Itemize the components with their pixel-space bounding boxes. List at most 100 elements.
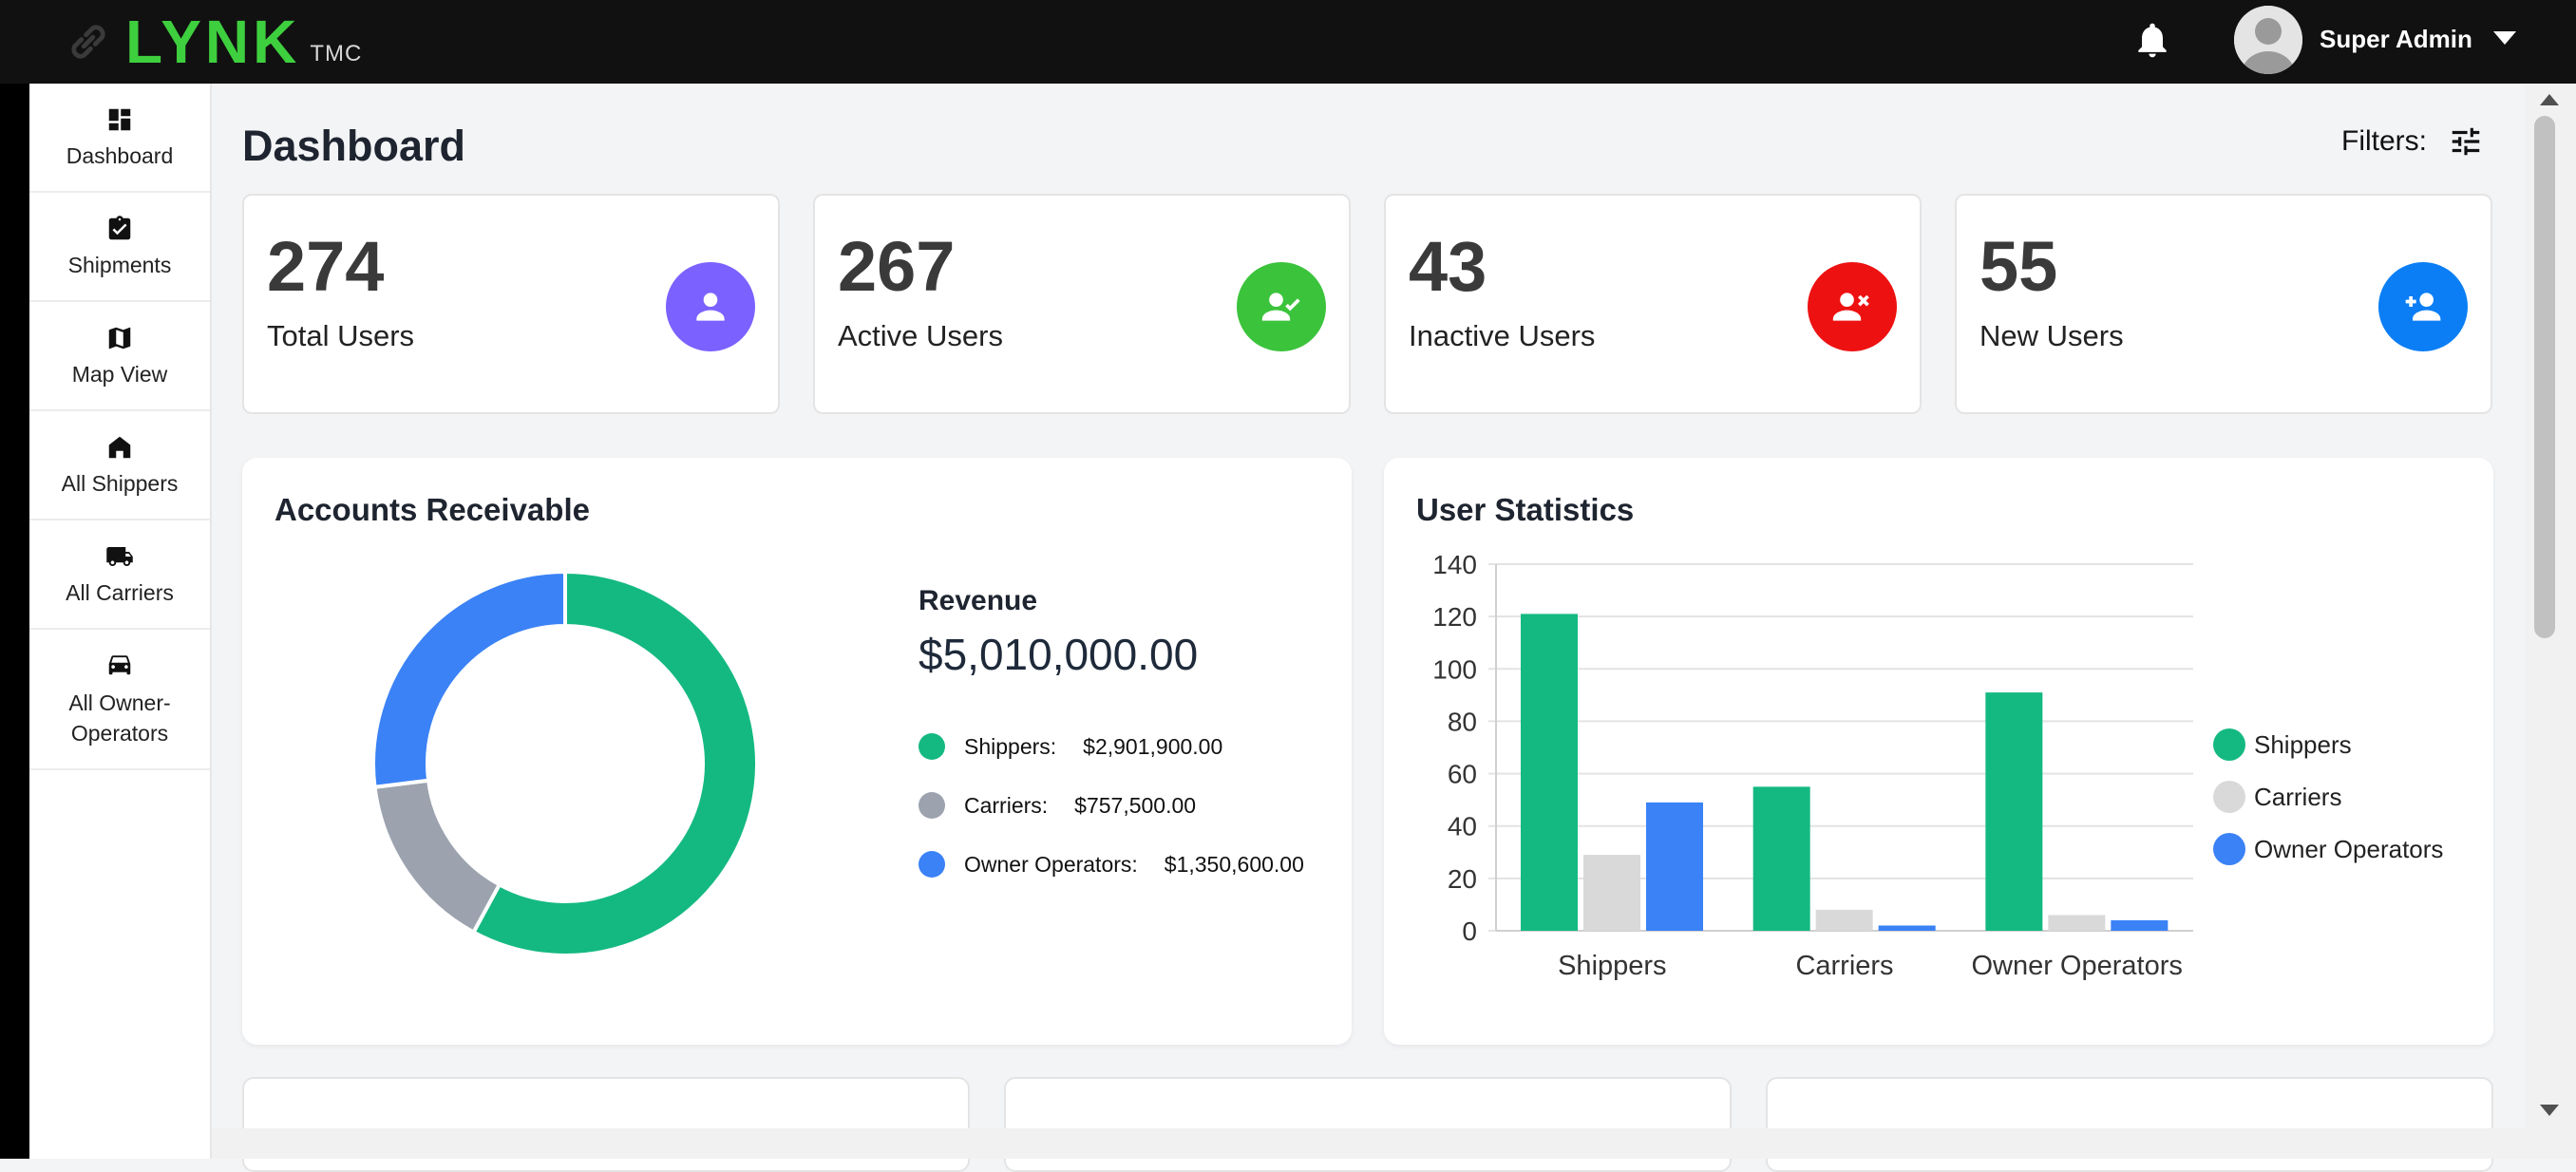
logo-subtext: TMC [310,41,363,66]
person-add-icon [2405,293,2441,321]
stat-card-total-users: 274 Total Users [242,194,780,414]
legend-label[interactable]: Shippers [2254,730,2352,759]
bar-carriers-owner-operators[interactable] [2048,915,2106,931]
username[interactable]: Super Admin [2320,25,2472,53]
stat-card-active-users: 267 Active Users [813,194,1351,414]
y-tick-label: 60 [1448,760,1477,789]
bar-carriers-carriers[interactable] [1815,909,1873,931]
person-icon [696,293,725,321]
vertical-scrollbar[interactable] [2525,84,2576,1128]
sidebar-item-all-owner-operators[interactable]: All Owner- Operators [29,630,210,770]
legend-swatch [2213,833,2245,865]
user-statistics-bar-chart: 0 20 40 60 80 100 120 140 Shippers Carriers Owner … [1432,550,2443,981]
scroll-down-arrow-icon[interactable] [2538,1102,2561,1119]
stat-value: 43 [1409,227,1487,306]
revenue-label: Revenue [919,585,1038,616]
stat-badge [666,262,755,351]
avatar[interactable] [2234,6,2302,74]
sidebar-item-label: All Owner- Operators [68,690,171,746]
x-tick-label: Shippers [1558,951,1666,981]
stat-badge [1808,262,1897,351]
stat-card-new-users: 55 New Users [1955,194,2492,414]
revenue-row-value: $2,901,900.00 [1083,733,1223,759]
stat-badge [1237,262,1326,351]
y-tick-label: 0 [1462,917,1477,946]
accounts-receivable-panel: Accounts Receivable Revenue $5,010,000.0… [242,458,1352,1045]
stat-label: New Users [1979,319,2124,352]
user-avatar-icon [2234,6,2302,74]
sidebar-item-shipments[interactable]: Shipments [29,193,210,302]
revenue-row-label: Shippers: [964,733,1057,759]
stat-value: 267 [838,227,956,306]
revenue-row-owner-operators: Owner Operators: $1,350,600.00 [919,851,1304,878]
sidebar-item-label: All Carriers [66,580,174,605]
bar-owner-operators-shippers[interactable] [1646,802,1703,931]
stat-label: Total Users [267,319,415,352]
top-bar: LYNK TMC Super Admin [0,0,2576,84]
legend-dot [919,792,945,819]
revenue-row-value: $757,500.00 [1074,792,1197,818]
revenue-row-label: Owner Operators: [964,851,1138,877]
stat-label: Active Users [838,319,1003,352]
bar-shippers-owner-operators[interactable] [1985,692,2043,931]
y-tick-label: 20 [1448,864,1477,894]
scroll-up-arrow-icon[interactable] [2538,91,2561,108]
bar-owner-operators-owner-operators[interactable] [2111,919,2169,931]
bar-owner-operators-carriers[interactable] [1878,925,1936,931]
legend-dot [919,851,945,878]
map-icon [108,327,131,350]
sidebar-item-label: All Shippers [61,471,179,496]
x-tick-label: Carriers [1795,951,1893,981]
caret-down-icon[interactable] [2492,28,2517,47]
sidebar-item-map-view[interactable]: Map View [29,302,210,411]
x-tick-label: Owner Operators [1971,951,2182,981]
sidebar-item-all-shippers[interactable]: All Shippers [29,411,210,520]
page-title: Dashboard [242,122,466,170]
logo-text: LYNK [125,8,301,76]
dashboard-icon [108,108,131,131]
panel-title: Accounts Receivable [275,492,590,527]
filters-button[interactable]: Filters: [2341,123,2484,160]
sidebar-item-label: Map View [71,362,168,387]
sidebar-item-label: Shipments [67,253,172,277]
revenue-row-value: $1,350,600.00 [1164,851,1304,877]
legend-label[interactable]: Owner Operators [2254,835,2443,863]
stat-label: Inactive Users [1409,319,1596,352]
person-remove-icon [1832,293,1869,321]
truck-icon [106,547,133,566]
stat-badge [2378,262,2468,351]
donut-slice-owner-operators[interactable] [371,569,567,790]
revenue-row-label: Carriers: [964,792,1049,818]
bar-carriers-shippers[interactable] [1583,855,1640,931]
y-tick-label: 100 [1432,654,1477,684]
sidebar-item-dashboard[interactable]: Dashboard [29,84,210,193]
donut-slice-shippers[interactable] [470,569,759,957]
car-icon [108,655,131,675]
donut-slice-carriers[interactable] [372,778,502,936]
sidebar-item-all-carriers[interactable]: All Carriers [29,520,210,630]
legend-label[interactable]: Carriers [2254,783,2341,811]
legend-swatch [2213,728,2245,761]
clipboard-check-icon [108,216,131,240]
user-statistics-panel: User Statistics 0 20 40 60 80 100 120 140 Shippe… [1384,458,2493,1045]
y-tick-label: 120 [1432,602,1477,632]
revenue-row-carriers: Carriers: $757,500.00 [919,792,1196,819]
bar-shippers-carriers[interactable] [1752,786,1810,931]
tune-icon [2452,127,2480,156]
notification-bell-icon[interactable] [2131,19,2173,61]
revenue-row-shippers: Shippers: $2,901,900.00 [919,733,1222,760]
y-tick-label: 40 [1448,812,1477,841]
window-edge [0,0,29,1159]
person-check-icon [1261,293,1300,321]
legend-swatch [2213,781,2245,813]
accounts-receivable-donut-chart [371,569,759,957]
scrollbar-thumb[interactable] [2534,116,2555,638]
legend-dot [919,733,945,760]
bar-shippers-shippers[interactable] [1521,614,1578,931]
sidebar-item-label: Dashboard [66,143,174,168]
logo[interactable]: LYNK TMC [61,6,362,78]
revenue-total: $5,010,000.00 [919,630,1199,679]
y-tick-label: 80 [1448,707,1477,736]
home-icon [108,436,131,459]
stat-value: 274 [267,227,385,306]
